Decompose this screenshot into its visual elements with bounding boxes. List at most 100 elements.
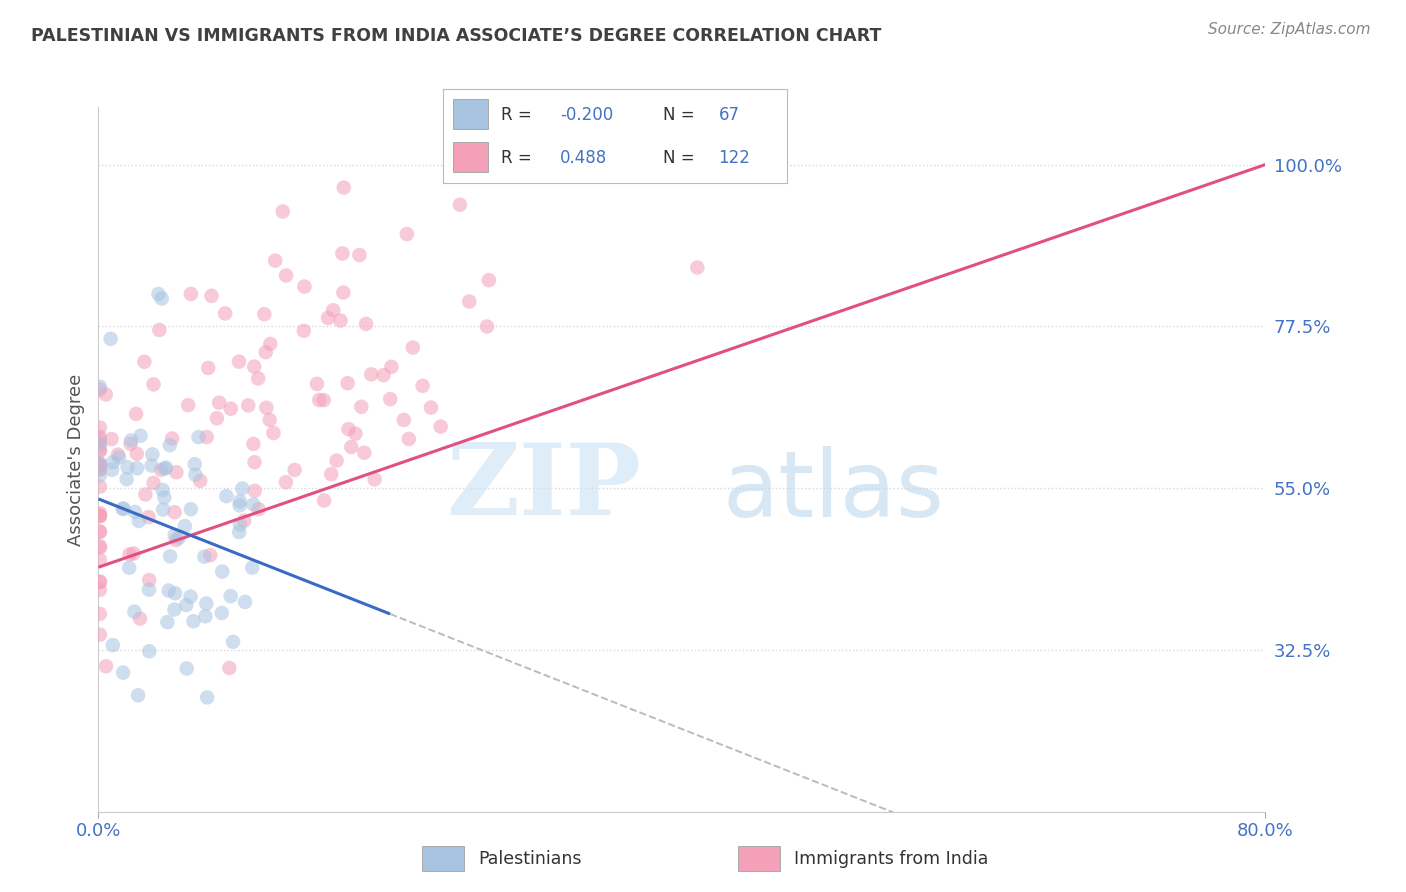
Point [333,180,356,194]
Point [274,268,297,283]
Point [89,380,111,394]
Point [215,489,238,503]
Point [336,376,359,391]
Point [420,401,443,415]
Point [395,227,418,241]
Point [125,461,148,475]
Point [238,399,260,413]
Point [138,573,160,587]
Point [89,479,111,493]
Point [429,419,451,434]
Point [89,508,111,523]
Point [329,313,352,327]
Point [183,457,205,471]
Point [167,531,190,545]
Point [242,437,264,451]
Point [89,539,111,553]
Point [228,499,250,513]
Point [176,661,198,675]
Point [183,614,205,628]
Point [101,638,124,652]
Point [89,506,111,520]
Point [259,413,281,427]
Text: R =: R = [502,149,533,167]
Point [193,549,215,564]
Point [101,455,124,469]
Point [89,524,111,539]
Point [115,472,138,486]
Point [322,303,344,318]
Point [89,430,111,444]
Point [107,448,129,462]
FancyBboxPatch shape [738,847,780,871]
Point [100,432,122,446]
Point [553,165,575,179]
Point [308,392,330,407]
Point [228,354,250,368]
Point [163,505,186,519]
Point [150,292,173,306]
Point [195,597,218,611]
Point [219,401,242,416]
Point [156,615,179,629]
Point [89,509,111,524]
Point [157,583,180,598]
Point [89,383,111,397]
Point [332,285,354,300]
Text: ZIP: ZIP [446,439,641,536]
Point [148,323,170,337]
Point [197,361,219,376]
Point [305,376,328,391]
Point [205,411,228,425]
Point [165,586,187,600]
Point [180,502,202,516]
Point [165,465,187,479]
Point [233,514,256,528]
Point [142,377,165,392]
Point [163,602,186,616]
Point [89,462,111,476]
Point [449,197,471,211]
Point [89,627,111,641]
Point [134,487,156,501]
Point [243,483,266,498]
Point [360,368,382,382]
Point [271,204,294,219]
Point [159,549,181,564]
Point [128,514,150,528]
Point [89,443,111,458]
Point [124,605,146,619]
Point [112,665,135,680]
Point [89,575,111,590]
Point [312,393,335,408]
Point [89,541,111,555]
Point [89,438,111,452]
Text: Immigrants from India: Immigrants from India [794,849,988,868]
Point [165,533,187,547]
Point [402,341,425,355]
Point [141,458,163,473]
Point [294,279,316,293]
Point [284,463,307,477]
Point [120,437,142,451]
Point [380,392,402,406]
Point [686,260,709,275]
Point [155,460,177,475]
Text: -0.200: -0.200 [560,106,613,124]
Text: PALESTINIAN VS IMMIGRANTS FROM INDIA ASSOCIATE’S DEGREE CORRELATION CHART: PALESTINIAN VS IMMIGRANTS FROM INDIA ASS… [31,27,882,45]
Point [129,612,152,626]
Point [222,634,245,648]
Point [120,434,142,448]
Point [89,462,111,476]
Point [117,460,139,475]
Text: 122: 122 [718,149,751,167]
Point [254,345,277,359]
Point [184,467,207,482]
Point [412,379,434,393]
Y-axis label: Associate's Degree: Associate's Degree [66,373,84,546]
FancyBboxPatch shape [422,847,464,871]
Point [89,524,111,539]
Point [194,609,217,624]
Point [153,461,176,475]
Point [101,463,124,477]
